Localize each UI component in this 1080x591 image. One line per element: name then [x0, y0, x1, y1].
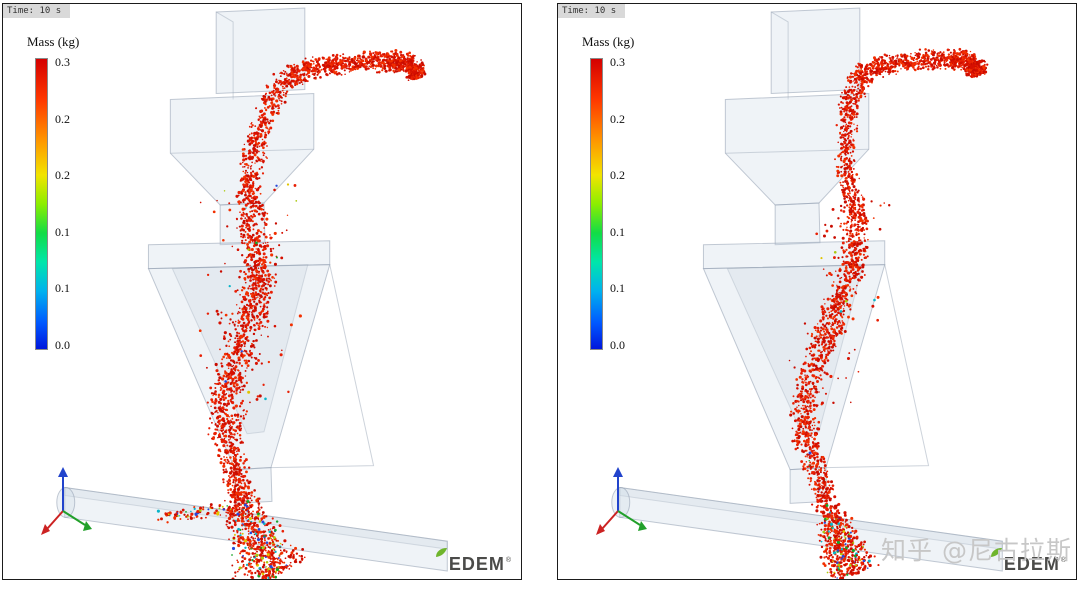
legend-ticks: 0.3 0.2 0.2 0.1 0.1 0.0 [55, 55, 70, 353]
edem-logo-text: EDEM [1003, 554, 1060, 574]
legend-ticks: 0.3 0.2 0.2 0.1 0.1 0.0 [610, 55, 625, 353]
edem-leaf-icon [990, 545, 1003, 563]
mass-legend: Mass (kg) 0.3 0.2 0.2 0.1 0.1 0.0 [27, 34, 79, 353]
particle-stream [156, 48, 427, 579]
simulation-panel-left: Time: 10 s Mass (kg) 0.3 0.2 0.2 0.1 0.1… [2, 3, 522, 580]
edem-registered-mark: ® [1060, 557, 1066, 564]
simulation-panel-right: Time: 10 s Mass (kg) 0.3 0.2 0.2 0.1 0.1… [557, 3, 1077, 580]
time-label: Time: 10 s [3, 4, 71, 18]
particle-stream [788, 47, 989, 579]
edem-logo-text: EDEM [448, 554, 505, 574]
axis-triad [596, 467, 647, 535]
legend-tick: 0.0 [610, 337, 625, 352]
axis-triad [41, 467, 92, 535]
legend-tick: 0.1 [55, 224, 70, 239]
legend-tick: 0.1 [610, 281, 625, 296]
legend-colorbar [590, 58, 603, 350]
hopper-geometry [611, 7, 1003, 572]
legend-title: Mass (kg) [582, 34, 635, 49]
edem-logo: EDEM ® [435, 545, 511, 573]
simulation-viewport [56, 7, 448, 579]
edem-logo: EDEM ® [990, 545, 1066, 573]
simulation-viewport [611, 7, 1003, 579]
legend-tick: 0.1 [55, 281, 70, 296]
legend-tick: 0.3 [55, 55, 70, 69]
legend-tick: 0.2 [55, 111, 70, 126]
legend-tick: 0.2 [610, 111, 625, 126]
legend-tick: 0.1 [610, 224, 625, 239]
legend-title: Mass (kg) [27, 34, 80, 49]
legend-tick: 0.2 [610, 168, 625, 183]
mass-legend: Mass (kg) 0.3 0.2 0.2 0.1 0.1 0.0 [582, 34, 634, 353]
legend-tick: 0.2 [55, 168, 70, 183]
zhihu-watermark: 知乎 @尼古拉斯 [881, 536, 1072, 565]
legend-tick: 0.0 [55, 337, 70, 352]
edem-registered-mark: ® [505, 557, 511, 564]
edem-leaf-icon [435, 545, 448, 563]
legend-colorbar [35, 58, 48, 350]
legend-tick: 0.3 [610, 55, 625, 69]
time-label: Time: 10 s [558, 4, 626, 18]
